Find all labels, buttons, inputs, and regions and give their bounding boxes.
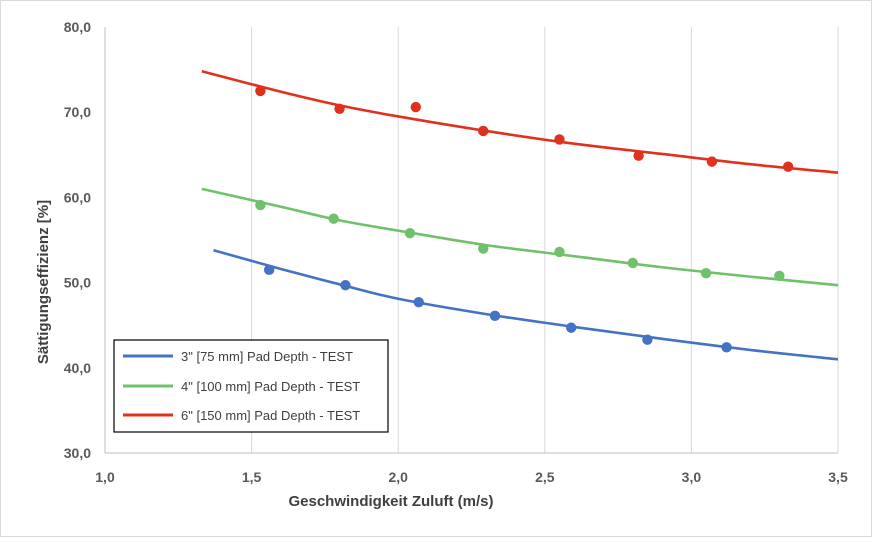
data-point-75mm [721,342,732,353]
trend-line-100mm [201,187,839,287]
data-point-100mm [774,270,785,281]
series-layer [201,70,839,361]
y-tick-label: 70,0 [64,104,91,120]
x-axis-title: Geschwindigkeit Zuluft (m/s) [288,493,493,510]
data-point-150mm [554,134,565,145]
data-point-100mm [700,268,712,279]
legend: 3" [75 mm] Pad Depth - TEST 4" [100 mm] … [113,339,389,433]
y-tick-label: 30,0 [64,445,91,461]
legend-label-100mm: 4" [100 mm] Pad Depth - TEST [181,379,360,394]
data-point-100mm [554,246,565,258]
x-tick-label: 3,0 [682,469,702,485]
y-tick-label: 40,0 [64,360,91,376]
x-tick-label: 2,5 [535,469,555,485]
data-point-100mm [404,227,416,239]
x-tick-label: 1,0 [95,469,115,485]
data-point-150mm [334,103,345,114]
legend-label-75mm: 3" [75 mm] Pad Depth - TEST [181,349,353,364]
data-point-100mm [627,257,638,269]
data-point-150mm [706,156,718,167]
data-point-75mm [642,334,653,345]
data-point-100mm [478,243,489,254]
x-tick-label: 1,5 [242,469,262,485]
data-point-75mm [565,322,577,333]
trend-line-150mm [201,70,839,174]
data-point-75mm [340,279,351,291]
y-tick-label: 50,0 [64,275,91,291]
legend-label-150mm: 6" [150 mm] Pad Depth - TEST [181,408,360,423]
data-point-100mm [255,199,266,211]
data-point-150mm [782,161,794,172]
data-point-75mm [413,296,424,308]
x-tick-label: 2,0 [388,469,408,485]
data-point-150mm [255,85,266,97]
data-point-150mm [410,101,421,113]
y-tick-label: 60,0 [64,189,91,205]
data-point-100mm [328,213,339,224]
data-point-150mm [478,125,489,137]
data-point-150mm [633,150,644,161]
y-axis-title: Sättigungseffizienz [%] [35,200,52,364]
axis-layer: 1,0 1,5 2,0 2,5 3,0 3,5 30,0 40,0 50,0 60,0 70,0 80… [64,19,848,485]
x-tick-label: 3,5 [828,469,848,485]
data-point-75mm [489,310,501,322]
data-point-75mm [263,264,275,276]
y-tick-label: 80,0 [64,19,91,35]
